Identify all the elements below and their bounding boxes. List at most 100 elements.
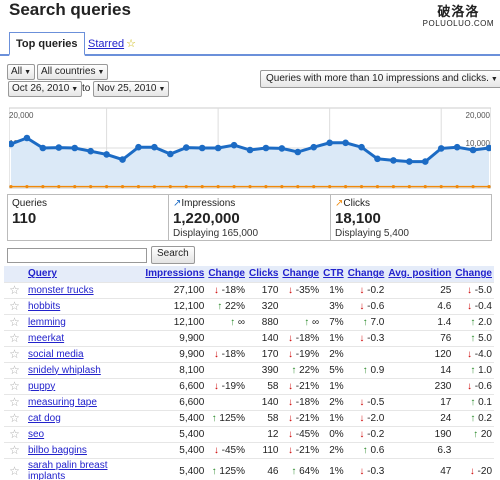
clicks-point (9, 185, 13, 189)
ctr-change-cell: ↓ -0.2 (345, 425, 387, 442)
query-link[interactable]: hobbits (25, 297, 144, 314)
y-tick-label: 20,000 (466, 111, 491, 120)
header-position-change[interactable]: Change (453, 266, 494, 282)
avg-position-cell: 190 (386, 425, 454, 442)
star-icon[interactable]: ☆ (4, 377, 25, 394)
search-type-select[interactable]: All ▼ (7, 64, 36, 80)
stat-impressions[interactable]: ↗Impressions 1,220,000 Displaying 165,00… (168, 195, 330, 240)
impressions-change-cell: ↑ 22% (206, 297, 247, 314)
tab-top-queries[interactable]: Top queries (9, 32, 85, 56)
tab-starred[interactable]: Starred ☆ (82, 32, 142, 56)
country-select[interactable]: All countries ▼ (37, 64, 109, 80)
clicks-point (152, 185, 156, 189)
query-filter-select[interactable]: Queries with more than 10 impressions an… (260, 70, 500, 88)
arrow-up-icon: ↑ (217, 300, 225, 312)
star-icon[interactable]: ☆ (4, 409, 25, 426)
change-value: -5.0 (474, 284, 492, 296)
header-query[interactable]: Query (25, 266, 144, 282)
table-row: ☆ puppy 6,600 ↓ -19% 58 ↓ -21% 1% 230 ↓ -0.6 (4, 377, 494, 394)
arrow-down-icon: ↓ (287, 348, 296, 360)
avg-position-cell: 25 (386, 281, 454, 298)
star-icon[interactable]: ☆ (4, 425, 25, 442)
impressions-change-cell: ↑ 125% (206, 409, 247, 426)
y-tick-label: 20,000 (9, 111, 34, 120)
query-link[interactable]: lemming (25, 313, 144, 330)
query-link[interactable]: bilbo baggins (25, 441, 144, 458)
star-icon[interactable]: ☆ (4, 441, 25, 458)
query-link[interactable]: sarah palin breast implants (25, 457, 144, 480)
impressions-cell: 12,100 (143, 313, 207, 330)
arrow-up-icon: ↑ (470, 332, 479, 344)
header-impressions[interactable]: Impressions (143, 266, 207, 282)
header-star (4, 266, 25, 282)
arrow-down-icon: ↓ (287, 380, 296, 392)
query-link[interactable]: monster trucks (25, 281, 144, 298)
query-link[interactable]: seo (25, 425, 144, 442)
query-filter-value: Queries with more than 10 impressions an… (266, 73, 489, 84)
star-icon[interactable]: ☆ (4, 329, 25, 346)
change-value: -0.5 (367, 396, 385, 408)
header-clicks[interactable]: Clicks (246, 266, 281, 282)
change-value: 0.2 (478, 412, 492, 424)
clicks-change-cell: ↓ -21% (280, 441, 322, 458)
impressions-change-cell: ↓ -19% (206, 377, 247, 394)
change-value: 125% (219, 465, 245, 477)
star-icon[interactable]: ☆ (4, 393, 25, 410)
ctr-cell: 0% (321, 425, 346, 442)
header-clicks-change[interactable]: Change (280, 266, 322, 282)
change-value: 20 (480, 428, 492, 440)
arrow-down-icon: ↓ (287, 284, 296, 296)
query-link[interactable]: cat dog (25, 409, 144, 426)
header-ctr[interactable]: CTR (321, 266, 346, 282)
star-icon[interactable]: ☆ (4, 345, 25, 362)
star-icon[interactable]: ☆ (4, 457, 25, 480)
arrow-down-icon: ↓ (466, 300, 475, 312)
change-value: -18% (221, 348, 245, 360)
change-value: 2.0 (478, 316, 492, 328)
impressions-change-cell (206, 361, 247, 378)
position-change-cell (453, 441, 494, 458)
header-impressions-change[interactable]: Change (206, 266, 247, 282)
query-link[interactable]: puppy (25, 377, 144, 394)
arrow-down-icon: ↓ (359, 465, 368, 477)
avg-position-cell: 24 (386, 409, 454, 426)
query-link[interactable]: snidely whiplash (25, 361, 144, 378)
impressions-change-cell: ↓ -18% (206, 281, 247, 298)
date-to-field[interactable]: Nov 25, 2010 ▼ (93, 81, 170, 97)
impressions-point (421, 158, 429, 165)
search-input[interactable] (7, 248, 147, 263)
clicks-change-cell: ↓ -19% (280, 345, 322, 362)
clicks-point (184, 185, 188, 189)
clicks-point (359, 185, 364, 189)
position-change-cell: ↓ -0.4 (453, 297, 494, 314)
clicks-point (312, 185, 316, 189)
arrow-down-icon: ↓ (359, 428, 368, 440)
impressions-point (278, 145, 286, 152)
header-ctr-change[interactable]: Change (345, 266, 387, 282)
header-avg-position[interactable]: Avg. position (386, 266, 454, 282)
date-from-field[interactable]: Oct 26, 2010 ▼ (8, 81, 83, 97)
clicks-point (296, 185, 300, 189)
table-row: ☆ lemming 12,100 ↑ ∞ 880 ↑ ∞ 7% ↑ 7.0 1.4 ↑ 2.0 (4, 313, 494, 330)
impressions-change-cell: ↑ ∞ (206, 313, 247, 330)
star-icon[interactable]: ☆ (4, 281, 25, 298)
stat-clicks[interactable]: ↗Clicks 18,100 Displaying 5,400 (330, 195, 491, 240)
clicks-cell: 320 (246, 297, 281, 314)
change-value: -21% (295, 380, 320, 392)
position-change-cell: ↓ -4.0 (453, 345, 494, 362)
change-value: 5.0 (478, 332, 492, 344)
star-icon[interactable]: ☆ (4, 297, 25, 314)
query-link[interactable]: measuring tape (25, 393, 144, 410)
query-link[interactable]: social media (25, 345, 144, 362)
star-icon[interactable]: ☆ (4, 313, 25, 330)
star-icon[interactable]: ☆ (4, 361, 25, 378)
query-link[interactable]: meerkat (25, 329, 144, 346)
search-button[interactable]: Search (151, 246, 195, 264)
arrow-up-icon: ↑ (304, 316, 312, 328)
arrow-up-icon: ↑ (470, 412, 479, 424)
queries-chart: 11/1/1011/8/1011/15/1011/22/1020,00020,0… (9, 107, 491, 189)
change-value: 22% (224, 300, 245, 312)
impressions-point (406, 158, 413, 165)
arrow-down-icon: ↓ (359, 284, 368, 296)
arrow-down-icon: ↓ (287, 444, 296, 456)
